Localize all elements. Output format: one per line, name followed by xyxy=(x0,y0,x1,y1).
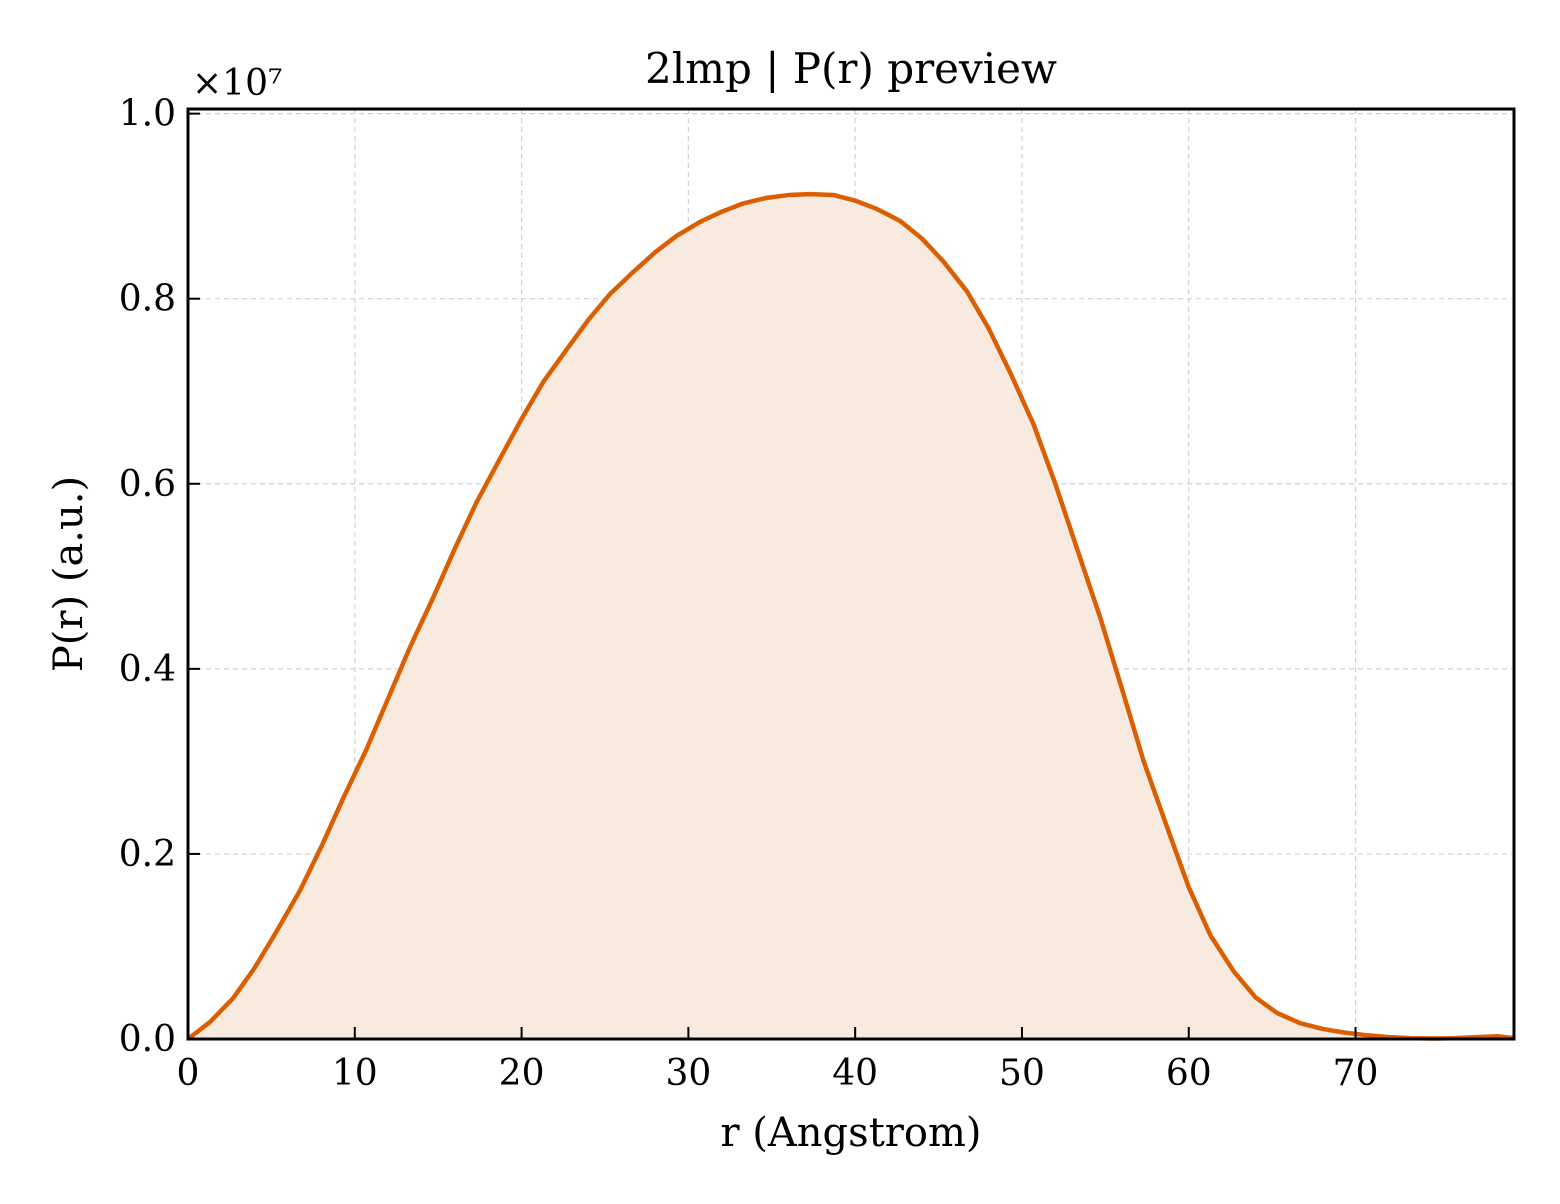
y-tick-label: 0.4 xyxy=(119,649,176,690)
y-tick-label: 0.8 xyxy=(119,279,176,320)
x-tick-label: 10 xyxy=(332,1053,378,1094)
x-tick-label: 40 xyxy=(832,1053,878,1094)
x-tick-label: 70 xyxy=(1333,1053,1379,1094)
x-tick-label: 30 xyxy=(665,1053,711,1094)
y-tick-label: 0.6 xyxy=(119,464,176,505)
pr-area-fill xyxy=(188,194,1514,1039)
y-scale-label: ×10⁷ xyxy=(192,63,282,104)
chart-title: 2lmp | P(r) preview xyxy=(645,44,1057,93)
y-tick-label: 0.2 xyxy=(119,834,176,875)
x-tick-label: 60 xyxy=(1166,1053,1212,1094)
x-axis-title: r (Angstrom) xyxy=(720,1110,981,1156)
x-tick-label: 50 xyxy=(999,1053,1045,1094)
y-tick-label: 0.0 xyxy=(119,1019,176,1060)
x-tick-label: 0 xyxy=(177,1053,200,1094)
x-tick-label: 20 xyxy=(499,1053,545,1094)
y-tick-label: 1.0 xyxy=(119,94,176,135)
y-axis-title: P(r) (a.u.) xyxy=(46,476,92,672)
area-layer xyxy=(188,194,1514,1039)
